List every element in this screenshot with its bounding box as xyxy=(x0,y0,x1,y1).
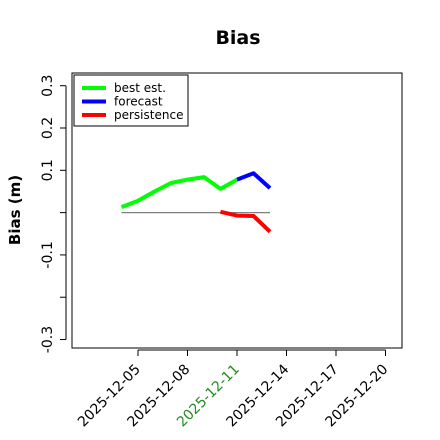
y-axis: -0.3 -0.1 0.1 0.2 0.3 xyxy=(40,75,67,353)
legend-label: best est. xyxy=(114,81,166,95)
legend-label: persistence xyxy=(114,108,183,122)
y-tick-label: -0.1 xyxy=(40,241,56,268)
plot-frame xyxy=(71,72,403,349)
chart-title: Bias xyxy=(215,27,260,49)
y-tick-label: 0.2 xyxy=(40,117,56,139)
y-tick-label: -0.3 xyxy=(40,326,56,353)
plot-lines xyxy=(120,171,272,234)
y-tick-label: 0.1 xyxy=(40,159,56,181)
y-tick-label: 0.3 xyxy=(40,75,56,97)
y-axis-label: Bias (m) xyxy=(6,175,24,245)
series-line-forecast xyxy=(236,171,272,190)
series-line-persistence xyxy=(220,209,272,234)
legend-label: forecast xyxy=(114,95,163,109)
series-line-best-est xyxy=(120,175,238,209)
